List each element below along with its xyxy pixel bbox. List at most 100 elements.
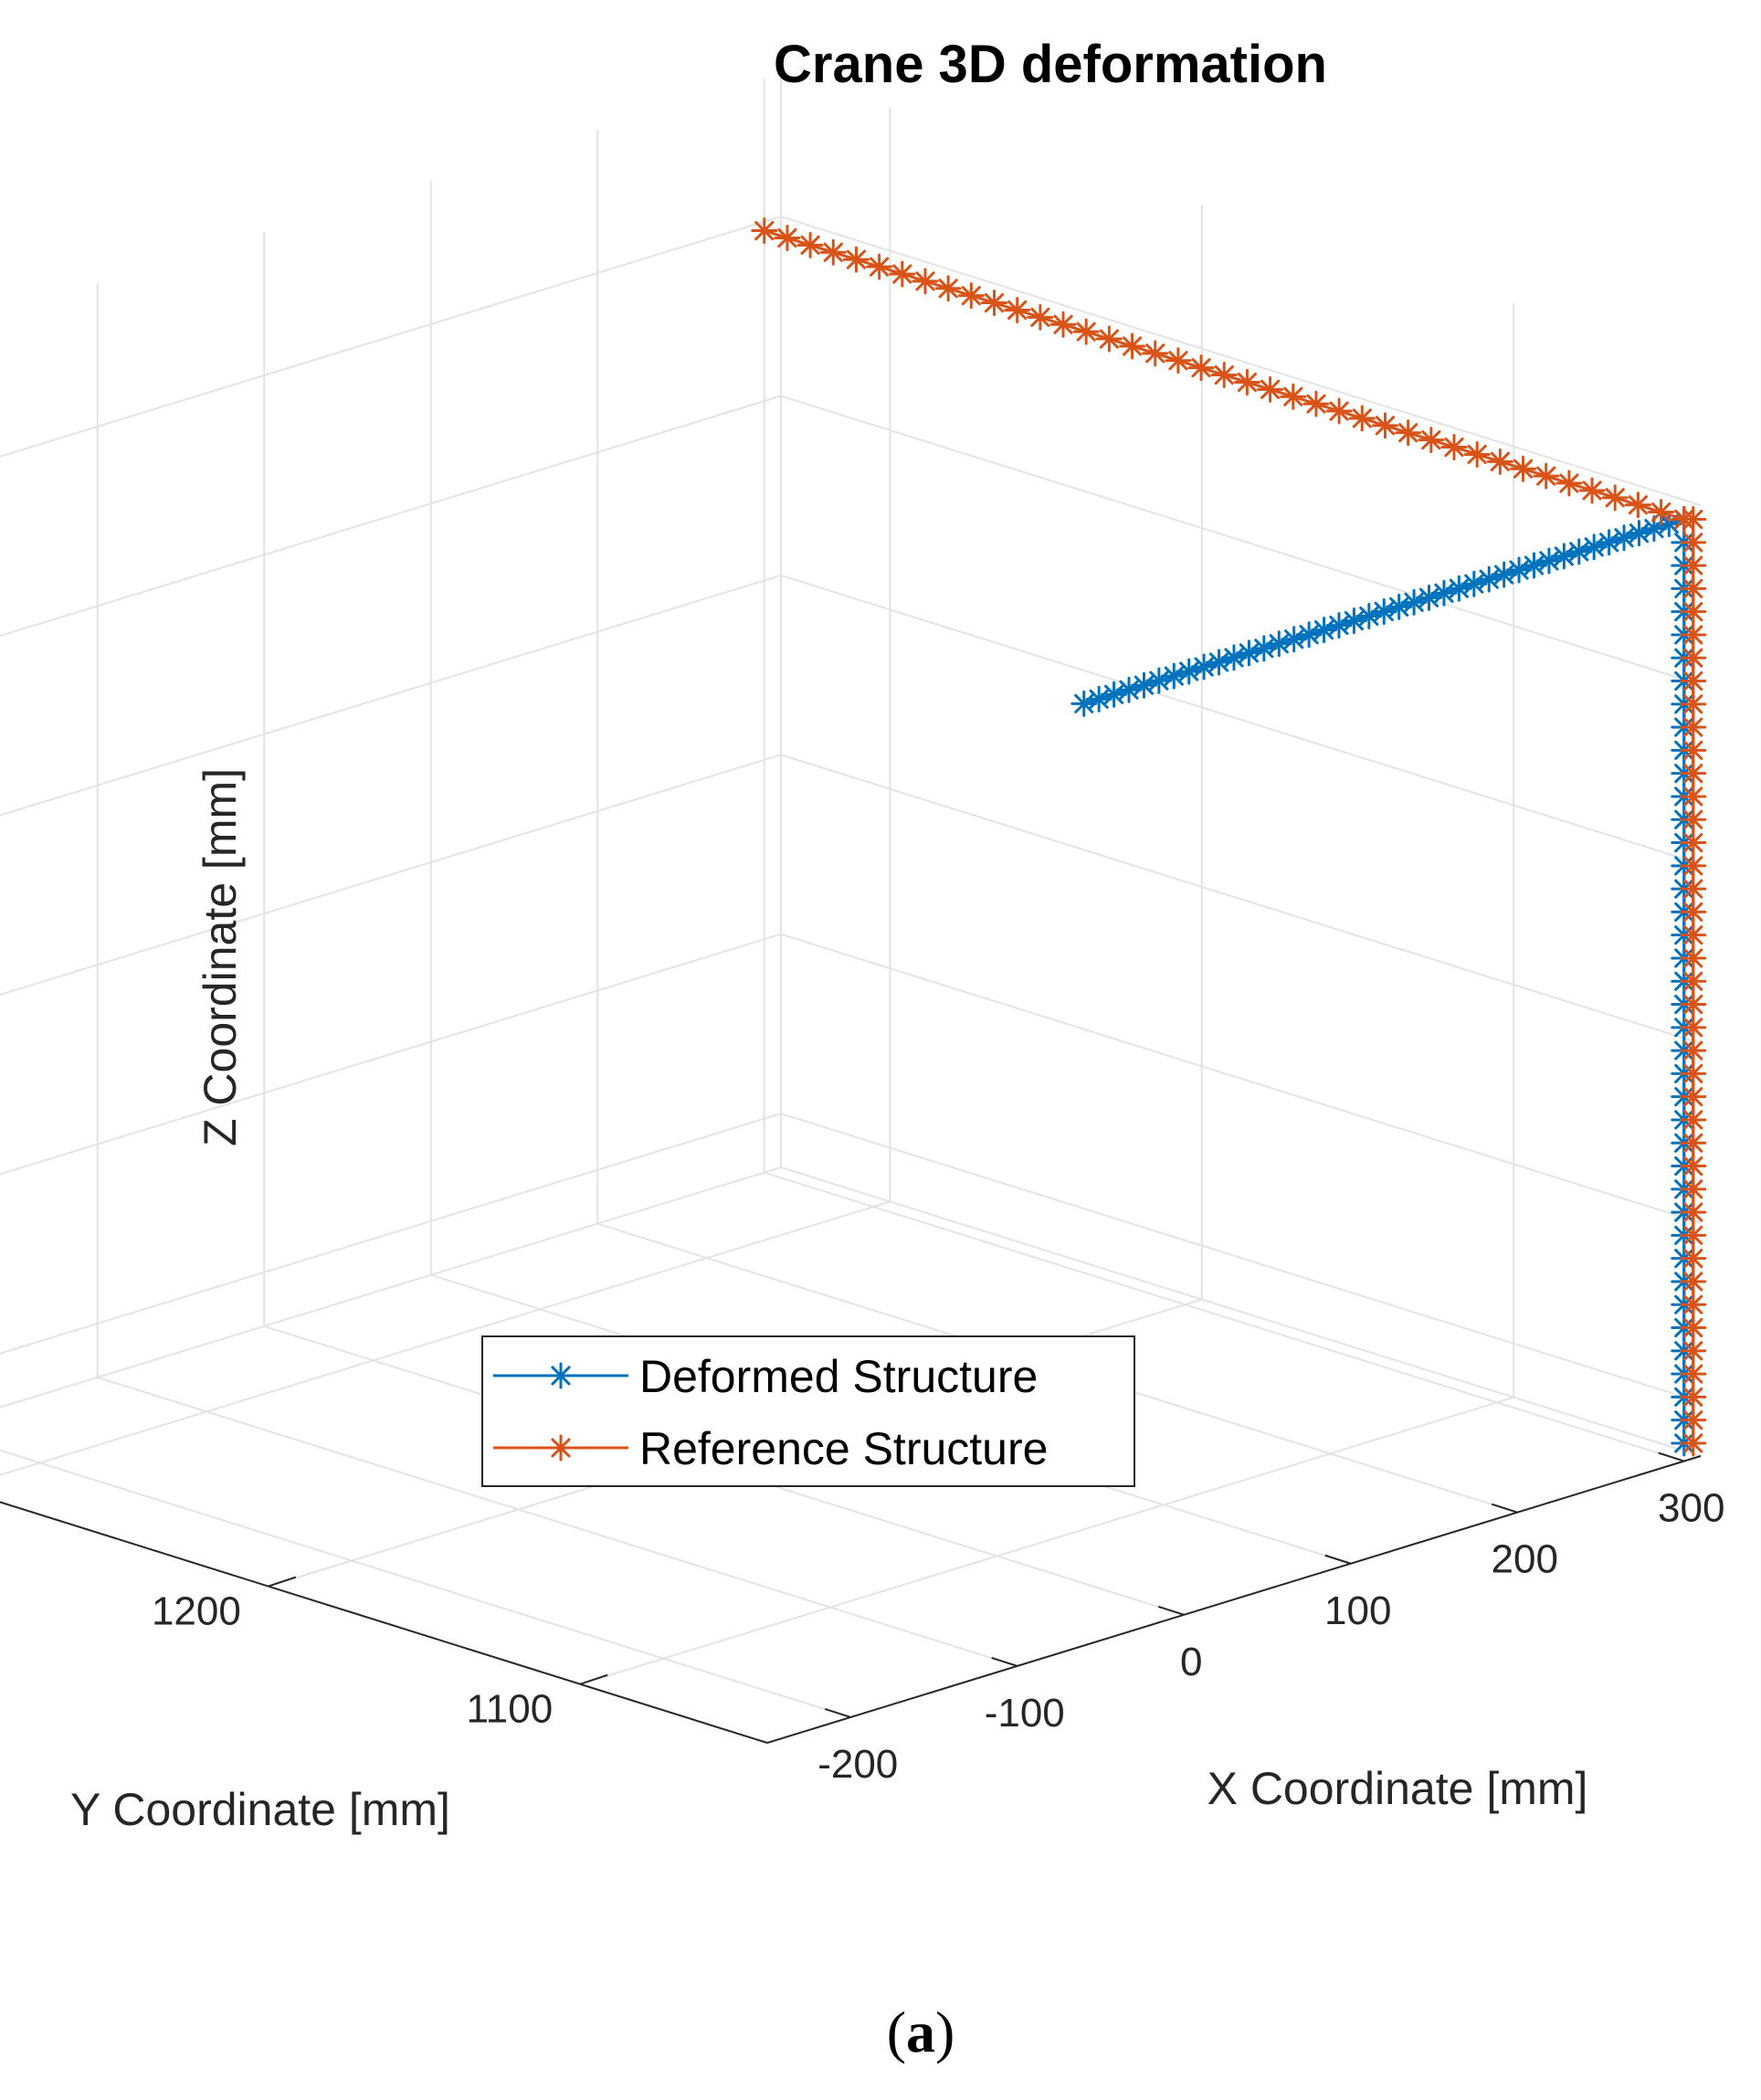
legend-marker-deformed bbox=[547, 1362, 575, 1389]
data-point-tower bbox=[1680, 1383, 1707, 1410]
data-point-boom bbox=[1070, 690, 1098, 717]
legend: Deformed Structure Reference Structure bbox=[481, 1335, 1135, 1487]
data-point-boom bbox=[1220, 644, 1248, 671]
x-gridline-floor bbox=[0, 1449, 851, 1718]
data-point-tower bbox=[1680, 1314, 1707, 1342]
data-point-tower bbox=[1680, 1037, 1707, 1064]
data-point-boom bbox=[1348, 405, 1376, 432]
data-point-boom bbox=[1440, 434, 1468, 461]
data-point-boom bbox=[1142, 340, 1169, 367]
x-tick-label: -200 bbox=[817, 1742, 898, 1787]
data-point-boom bbox=[1371, 412, 1398, 439]
legend-label-reference: Reference Structure bbox=[639, 1423, 1048, 1474]
data-point-boom bbox=[1601, 484, 1629, 512]
data-point-boom bbox=[1145, 667, 1173, 694]
data-point-boom bbox=[1190, 653, 1218, 681]
data-point-boom bbox=[1521, 552, 1547, 579]
data-point-boom bbox=[1340, 607, 1367, 635]
data-point-boom bbox=[1578, 477, 1606, 504]
data-point-boom bbox=[1486, 448, 1513, 475]
data-point-boom bbox=[1370, 597, 1397, 625]
y-axis-label: Y Coordinate [mm] bbox=[70, 1784, 450, 1835]
data-point-tower bbox=[1680, 829, 1707, 857]
x-tick-mark bbox=[1324, 1554, 1352, 1565]
data-point-boom bbox=[1325, 612, 1353, 639]
data-point-tower bbox=[1680, 806, 1707, 833]
data-point-boom bbox=[1445, 575, 1472, 602]
x-tick-label: 200 bbox=[1492, 1537, 1558, 1582]
y-tick-label: 1100 bbox=[467, 1687, 554, 1732]
data-point-boom bbox=[1460, 570, 1488, 597]
data-point-boom bbox=[1505, 556, 1533, 584]
data-point-tower bbox=[1680, 598, 1707, 626]
data-point-boom bbox=[1510, 455, 1537, 482]
legend-entry-reference: Reference Structure bbox=[493, 1423, 1048, 1474]
data-point-tower bbox=[1680, 967, 1707, 995]
data-point-tower bbox=[1680, 1360, 1707, 1388]
grid-layer bbox=[0, 73, 1702, 1718]
data-point-boom bbox=[1550, 543, 1577, 570]
data-point-boom bbox=[1281, 626, 1308, 653]
z-gridline-back bbox=[0, 216, 782, 458]
data-point-boom bbox=[912, 268, 939, 295]
data-point-boom bbox=[1302, 390, 1330, 417]
z-gridline-back bbox=[0, 754, 782, 997]
data-point-tower bbox=[1680, 1407, 1707, 1434]
data-point-tower bbox=[1680, 1014, 1707, 1041]
caption-open: ( bbox=[887, 2000, 906, 2064]
legend-marker-reference bbox=[547, 1434, 575, 1462]
data-point-boom bbox=[1566, 538, 1593, 565]
data-point-boom bbox=[1535, 547, 1563, 575]
data-point-tower bbox=[1680, 506, 1707, 533]
data-point-tower bbox=[1680, 991, 1707, 1018]
data-point-boom bbox=[1176, 658, 1203, 685]
z-gridline-side bbox=[780, 574, 1702, 865]
z-gridline-side bbox=[780, 395, 1702, 686]
data-point-tower bbox=[1680, 1083, 1707, 1111]
data-point-tower bbox=[1680, 922, 1707, 949]
data-point-tower bbox=[1680, 1153, 1707, 1180]
data-point-boom bbox=[1187, 354, 1215, 382]
data-point-tower bbox=[1680, 852, 1707, 880]
data-point-boom bbox=[1085, 685, 1112, 712]
data-point-tower bbox=[1680, 1430, 1707, 1457]
legend-box bbox=[481, 1335, 1135, 1487]
x-tick-mark bbox=[1658, 1451, 1685, 1462]
data-point-tower bbox=[1680, 1129, 1707, 1156]
data-point-boom bbox=[1130, 671, 1157, 699]
data-point-boom bbox=[1580, 533, 1608, 561]
data-point-boom bbox=[1596, 529, 1623, 556]
y-gridline-floor bbox=[0, 1200, 891, 1476]
legend-star-reference bbox=[547, 1434, 575, 1462]
chart-title: Crane 3D deformation bbox=[774, 35, 1327, 94]
data-point-boom bbox=[1049, 311, 1077, 338]
data-point-boom bbox=[1095, 325, 1123, 353]
z-gridline-side bbox=[780, 216, 1702, 507]
data-point-boom bbox=[1610, 524, 1638, 552]
data-point-boom bbox=[1463, 440, 1491, 468]
x-tick-label: 100 bbox=[1324, 1588, 1391, 1633]
data-point-boom bbox=[1640, 515, 1668, 543]
legend-star-deformed bbox=[547, 1362, 575, 1389]
data-point-boom bbox=[1233, 368, 1260, 396]
data-point-boom bbox=[1475, 565, 1503, 593]
data-point-tower bbox=[1680, 875, 1707, 902]
z-gridline-back bbox=[0, 1113, 782, 1355]
x-axis-label: X Coordinate [mm] bbox=[1207, 1763, 1588, 1814]
data-point-boom bbox=[1119, 332, 1146, 360]
data-point-tower bbox=[1680, 1268, 1707, 1295]
y-tick-mark bbox=[579, 1673, 608, 1685]
x-tick-mark bbox=[1157, 1605, 1185, 1616]
data-point-boom bbox=[1206, 649, 1233, 676]
data-point-tower bbox=[1680, 644, 1707, 671]
y-axis-line bbox=[0, 1501, 768, 1744]
data-point-boom bbox=[1072, 318, 1100, 345]
x-tick-label: 300 bbox=[1658, 1486, 1724, 1531]
data-point-tower bbox=[1680, 1060, 1707, 1087]
data-point-boom bbox=[1115, 676, 1143, 703]
data-point-tower bbox=[1680, 1198, 1707, 1226]
data-point-tower bbox=[1680, 736, 1707, 764]
data-point-boom bbox=[1280, 383, 1307, 410]
axes-layer: -300-200-1000100200110012001300-200-1000… bbox=[0, 1451, 1724, 1787]
